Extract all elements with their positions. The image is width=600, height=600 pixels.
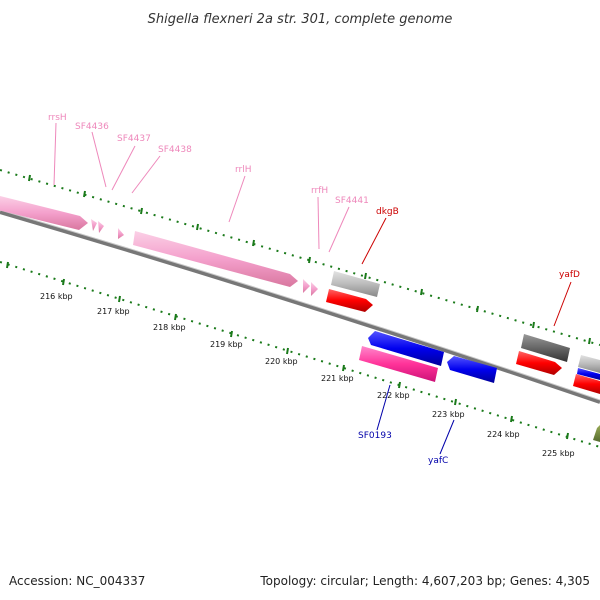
outer-major-ticks [28, 174, 591, 345]
tick-labels: 216 kbp 217 kbp 218 kbp 219 kbp 220 kbp … [40, 292, 575, 458]
gene-rrlH[interactable] [133, 231, 298, 287]
gene-yafC[interactable] [447, 356, 497, 383]
tick-label-219: 219 kbp [210, 340, 243, 349]
gene-edge-blue[interactable] [577, 368, 600, 380]
reverse-features [359, 331, 600, 442]
label-yafC: yafC [428, 456, 448, 466]
tick-label-217: 217 kbp [97, 307, 130, 316]
gene-SF0193[interactable] [359, 346, 438, 382]
gene-rrfH[interactable] [303, 279, 310, 293]
label-rrlH: rrlH [235, 165, 252, 175]
gene-dkgB-grey[interactable] [331, 271, 380, 297]
label-yafD: yafD [559, 270, 580, 280]
tick-label-218: 218 kbp [153, 323, 186, 332]
gene-SF4441[interactable] [311, 282, 318, 296]
tick-label-216: 216 kbp [40, 292, 73, 301]
gene-yafD-grey[interactable] [521, 334, 570, 362]
label-SF4441: SF4441 [335, 196, 369, 206]
outer-dotted-track [0, 169, 600, 346]
tick-label-222: 222 kbp [377, 391, 410, 400]
map-title: Shigella flexneri 2a str. 301, complete … [148, 12, 453, 27]
gene-SF4437[interactable] [98, 221, 104, 233]
gene-edge-grey[interactable] [578, 355, 600, 373]
genome-summary-text: Topology: circular; Length: 4,607,203 bp… [260, 574, 590, 588]
label-rrsH: rrsH [48, 113, 67, 123]
tick-label-223: 223 kbp [432, 410, 465, 419]
tick-label-225: 225 kbp [542, 449, 575, 458]
tick-label-220: 220 kbp [265, 357, 298, 366]
gene-SF4438[interactable] [118, 228, 124, 239]
inner-dotted-track [0, 261, 600, 448]
tick-label-224: 224 kbp [487, 430, 520, 439]
label-SF0193: SF0193 [358, 431, 392, 441]
gene-dkgB[interactable] [326, 289, 373, 312]
accession-text: Accession: NC_004337 [9, 574, 146, 588]
gene-edge-red[interactable] [573, 374, 600, 394]
gene-SF4436[interactable] [91, 219, 97, 231]
label-SF4437: SF4437 [117, 134, 151, 144]
leader-lines [53, 122, 572, 455]
gene-edge-olive[interactable] [593, 425, 600, 442]
gene-rrsH[interactable] [0, 196, 88, 230]
gene-labels: rrsH SF4436 SF4437 SF4438 rrlH rrfH SF44… [48, 113, 580, 466]
inner-major-ticks [6, 261, 569, 440]
gene-blue-1[interactable] [368, 331, 444, 366]
label-SF4438: SF4438 [158, 145, 192, 155]
label-SF4436: SF4436 [75, 122, 109, 132]
gene-yafD[interactable] [516, 351, 562, 375]
label-dkgB: dkgB [376, 207, 399, 217]
forward-features [0, 196, 600, 394]
label-rrfH: rrfH [311, 186, 328, 196]
tick-label-221: 221 kbp [321, 374, 354, 383]
genome-backbone [0, 210, 600, 404]
